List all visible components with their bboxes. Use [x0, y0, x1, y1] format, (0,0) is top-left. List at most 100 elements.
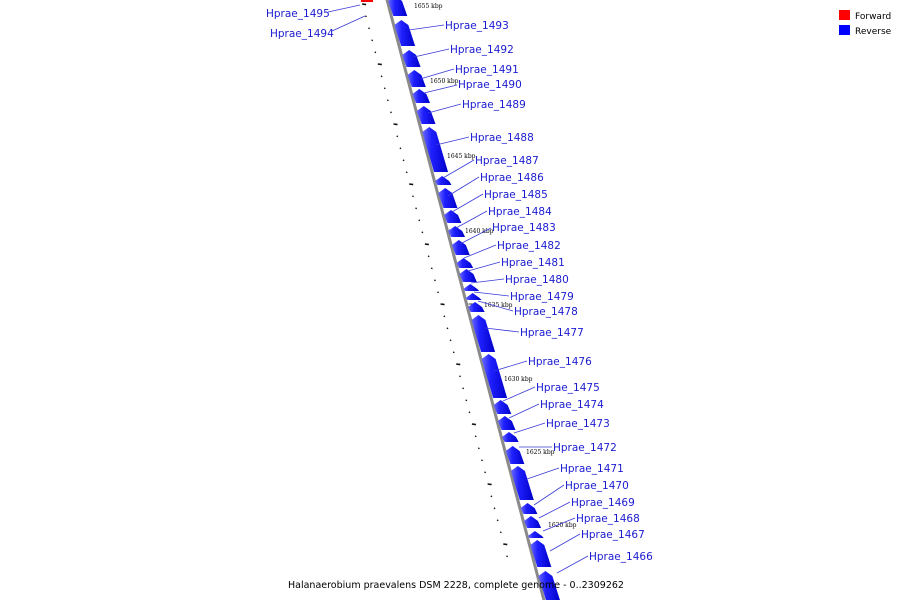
ruler-dot: [449, 339, 452, 342]
gene-block-reverse: [527, 531, 544, 538]
gene-label: Hprae_1479: [510, 291, 574, 303]
strand-legend: Forward Reverse: [839, 10, 892, 37]
ruler-dot: [377, 63, 382, 66]
gene-label: Hprae_1476: [528, 356, 592, 368]
gene-block-reverse: [538, 571, 560, 600]
leader-line: [538, 501, 571, 519]
ruler-dot: [446, 327, 449, 330]
leader-line: [427, 103, 462, 114]
gene-block-reverse: [471, 315, 496, 352]
genome-caption: Halanaerobium praevalens DSM 2228, compl…: [288, 580, 624, 591]
leader-line: [463, 244, 497, 259]
leader-line: [442, 159, 475, 179]
ruler-dot: [364, 15, 367, 18]
legend-label: Forward: [855, 12, 891, 22]
tick-label: 1640 kbp: [465, 228, 494, 235]
leader-line: [451, 193, 484, 213]
gene-block-reverse: [448, 226, 466, 237]
ruler-dot: [390, 111, 392, 114]
gene-label: Hprae_1482: [497, 240, 561, 252]
gene-label: Hprae_1491: [455, 64, 519, 76]
ruler-dot: [383, 87, 386, 90]
gene-labels: Hprae_1495 Hprae_1494 Hprae_1493 Hprae_1…: [266, 8, 653, 563]
gene-label: Hprae_1488: [470, 132, 534, 144]
ruler-dot: [396, 135, 399, 138]
ruler-dot: [371, 39, 374, 42]
leader-line: [484, 327, 520, 333]
gene-block-reverse: [463, 284, 480, 291]
leader-line: [423, 84, 458, 94]
ruler-dot: [493, 507, 496, 510]
ruler-dot: [468, 411, 471, 414]
ruler-dot: [471, 423, 477, 426]
legend-swatch-reverse: [839, 25, 850, 35]
gene-label: Hprae_1484: [488, 206, 552, 218]
gene-block-reverse: [416, 106, 436, 124]
gene-block-reverse: [502, 432, 519, 442]
ruler-dot: [487, 483, 492, 486]
label-leader-lines: [327, 4, 589, 574]
ruler-dot: [452, 351, 455, 354]
gene-label: Hprae_1495: [266, 8, 330, 20]
ruler-dot: [477, 447, 480, 450]
leader-line: [493, 360, 528, 372]
gene-label: Hprae_1472: [553, 442, 617, 454]
ruler-dot: [503, 543, 508, 546]
gene-label: Hprae_1468: [576, 513, 640, 525]
tick-label: 1650 kbp: [430, 78, 459, 85]
ruler-dot: [393, 123, 398, 126]
gene-label: Hprae_1471: [560, 463, 624, 475]
gene-label: Hprae_1490: [458, 79, 522, 91]
gene-block-reverse: [422, 127, 449, 172]
gene-block-reverse: [459, 269, 477, 282]
ruler-dot: [496, 519, 499, 522]
tick-label: 1630 kbp: [504, 376, 533, 383]
ruler-dot: [405, 171, 408, 174]
gene-block-reverse: [530, 540, 552, 567]
ruler-dot: [362, 3, 367, 6]
gene-block-reverse: [468, 302, 485, 312]
leader-line: [477, 300, 514, 312]
leader-line: [533, 484, 565, 506]
ruler-dot: [368, 27, 371, 30]
gene-label: Hprae_1493: [445, 20, 509, 32]
gene-block-reverse: [394, 20, 416, 46]
gene-label: Hprae_1481: [501, 257, 565, 269]
gene-block-reverse: [388, 0, 408, 16]
gene-label: Hprae_1487: [475, 155, 539, 167]
leader-line: [556, 555, 589, 574]
ruler-dot: [380, 75, 383, 78]
gene-block-reverse: [465, 293, 482, 300]
ruler-dot: [474, 435, 477, 438]
gene-label: Hprae_1470: [565, 480, 629, 492]
ruler-dot: [484, 471, 487, 474]
leader-line: [542, 517, 576, 532]
leader-line: [470, 278, 505, 284]
gene-label: Hprae_1483: [492, 222, 556, 234]
ruler-dot: [421, 231, 424, 234]
gene-block-reverse: [456, 258, 474, 268]
ruler-dot: [399, 147, 402, 150]
ruler-dot: [481, 459, 483, 462]
leader-line: [473, 291, 510, 297]
ruler-dot: [415, 207, 418, 210]
gene-label: Hprae_1466: [589, 551, 653, 563]
leader-line: [467, 261, 501, 272]
ruler-dot: [427, 255, 430, 258]
leader-line: [459, 227, 492, 245]
gene-block-reverse: [497, 416, 516, 430]
gene-label: Hprae_1475: [536, 382, 600, 394]
ruler-dot: [440, 303, 445, 306]
ruler-dot: [424, 243, 429, 246]
gene-label: Hprae_1474: [540, 399, 604, 411]
gene-block-reverse: [412, 89, 431, 103]
ruler-dot: [430, 267, 433, 270]
gene-label: Hprae_1467: [581, 529, 645, 541]
ruler-dot: [490, 495, 493, 498]
inner-dotted-ruler: [362, 3, 509, 558]
ruler-dot: [433, 279, 436, 282]
leader-line: [508, 403, 540, 419]
ruler-dot: [402, 159, 405, 162]
gene-block-reverse: [493, 400, 512, 414]
